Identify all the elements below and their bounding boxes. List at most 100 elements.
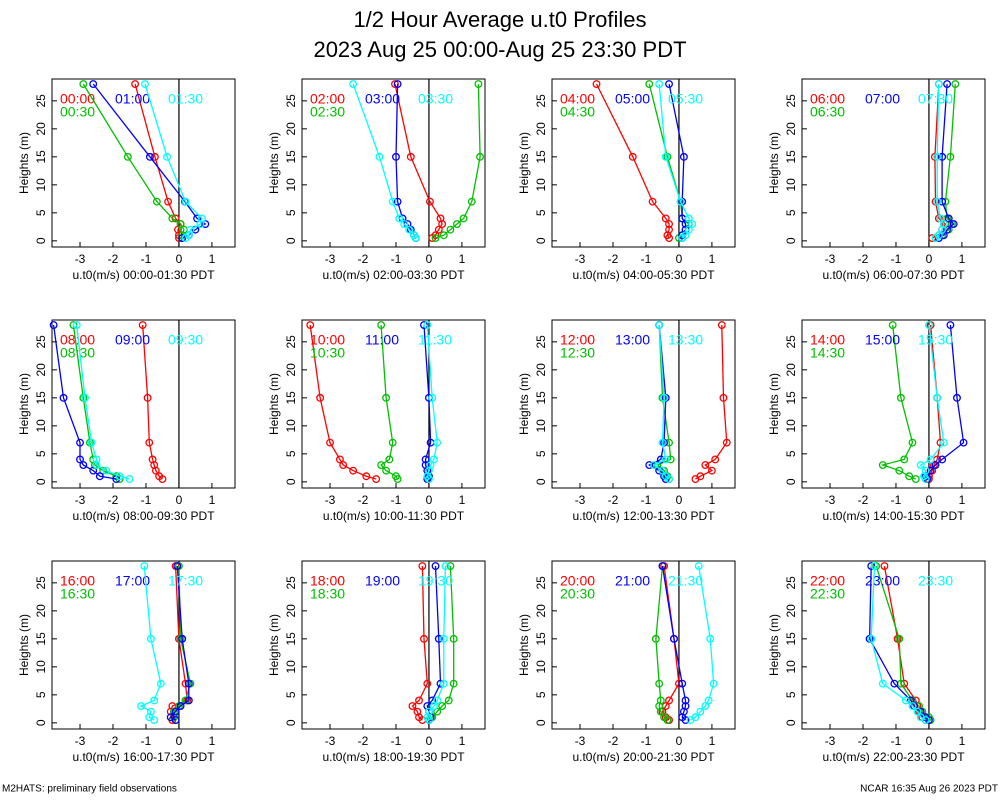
y-tick-label: 5 — [34, 691, 48, 698]
legend-entry: 07:30 — [918, 91, 953, 107]
profile-line — [139, 565, 162, 721]
profile-point — [415, 696, 424, 705]
legend-entry: 13:00 — [615, 332, 650, 348]
y-tick-label: 25 — [284, 576, 298, 590]
legend-entry: 18:00 — [310, 573, 345, 589]
profile-line — [880, 324, 917, 480]
x-tick-label: 0 — [676, 252, 683, 266]
profile-point — [684, 214, 693, 223]
profile-line — [428, 565, 455, 721]
profile-point — [946, 321, 955, 329]
profile-point — [709, 679, 718, 688]
y-tick-label: 0 — [284, 719, 298, 726]
profile-point — [916, 461, 925, 469]
legend-entry: 02:30 — [310, 104, 345, 120]
x-axis-label: u.t0(m/s) 20:00-21:30 PDT — [572, 750, 715, 764]
profile-point — [453, 220, 461, 228]
profile-point — [867, 634, 876, 643]
profile-point — [372, 475, 381, 483]
y-axis-label: Heights (m) — [517, 132, 531, 194]
profile-point — [423, 679, 432, 688]
x-tick-label: -1 — [391, 734, 402, 748]
plot-frame — [301, 78, 486, 248]
profile-point — [704, 696, 713, 705]
y-tick-label: 5 — [284, 450, 298, 457]
x-tick-label: 1 — [209, 252, 216, 266]
legend-entry: 16:30 — [60, 586, 95, 602]
profile-point — [467, 197, 476, 206]
y-tick-label: 20 — [284, 363, 298, 377]
y-tick-label: 5 — [534, 209, 548, 216]
y-tick-label: 20 — [284, 604, 298, 618]
profile-point — [89, 466, 98, 475]
profile-line — [380, 324, 399, 480]
profile-point — [661, 472, 670, 481]
x-tick-label: -2 — [108, 734, 119, 748]
y-tick-label: 10 — [784, 419, 798, 433]
profile-point — [924, 321, 933, 329]
profile-point — [141, 80, 149, 88]
y-tick-label: 20 — [534, 604, 548, 618]
y-tick-label: 10 — [784, 660, 798, 674]
y-tick-label: 5 — [784, 450, 798, 457]
profile-point — [711, 455, 720, 464]
y-axis-label: Heights (m) — [267, 132, 281, 194]
profile-point — [921, 713, 930, 722]
plot-frame — [551, 78, 736, 248]
legend-entry: 18:30 — [310, 586, 345, 602]
y-tick-label: 10 — [34, 419, 48, 433]
profile-point — [164, 197, 173, 206]
profile-point — [661, 214, 670, 223]
legend-entry: 12:30 — [560, 345, 595, 361]
legend-entry: 00:00 — [60, 91, 95, 107]
profile-point — [890, 679, 899, 688]
legend-entry: 00:30 — [60, 104, 95, 120]
profile-point — [152, 197, 161, 206]
profile-point — [681, 231, 690, 240]
x-tick-label: 1 — [959, 252, 966, 266]
profile-point — [896, 393, 905, 402]
x-axis-label: u.t0(m/s) 06:00-07:30 PDT — [822, 268, 965, 282]
x-tick-label: 0 — [676, 734, 683, 748]
profile-point — [722, 438, 731, 447]
y-tick-label: 20 — [284, 122, 298, 136]
profile-point — [655, 80, 664, 88]
y-tick-label: 0 — [784, 237, 798, 244]
x-tick-label: -1 — [891, 252, 902, 266]
x-tick-label: -3 — [325, 252, 336, 266]
x-tick-label: -1 — [141, 493, 152, 507]
legend-entry: 01:30 — [168, 91, 203, 107]
profile-point — [166, 713, 175, 722]
profile-point — [421, 455, 430, 464]
x-tick-label: -2 — [858, 493, 869, 507]
profile-point — [433, 438, 442, 447]
profile-point — [392, 472, 400, 481]
y-tick-label: 0 — [34, 237, 48, 244]
profile-point — [719, 393, 728, 402]
profile-point — [656, 696, 665, 705]
profile-point — [377, 461, 386, 469]
x-axis-label: u.t0(m/s) 22:00-23:30 PDT — [822, 750, 965, 764]
y-tick-label: 25 — [784, 576, 798, 590]
profile-point — [446, 225, 455, 234]
profile-point — [431, 231, 440, 240]
profile-point — [181, 197, 190, 206]
y-tick-label: 10 — [534, 660, 548, 674]
profile-point — [92, 461, 101, 469]
plot-frame — [801, 78, 986, 248]
profile-point — [656, 455, 665, 464]
x-axis-label: u.t0(m/s) 04:00-05:30 PDT — [572, 268, 715, 282]
profile-point — [931, 461, 940, 469]
profile-point — [660, 713, 669, 722]
profile-point — [895, 634, 904, 643]
legend-entry: 13:30 — [668, 332, 703, 348]
x-tick-label: 0 — [426, 734, 433, 748]
profile-point — [316, 393, 325, 402]
profile-point — [938, 455, 947, 464]
profile-point — [959, 438, 968, 447]
profile-point — [933, 197, 942, 206]
profile-point — [431, 562, 440, 570]
profile-point — [946, 152, 955, 161]
